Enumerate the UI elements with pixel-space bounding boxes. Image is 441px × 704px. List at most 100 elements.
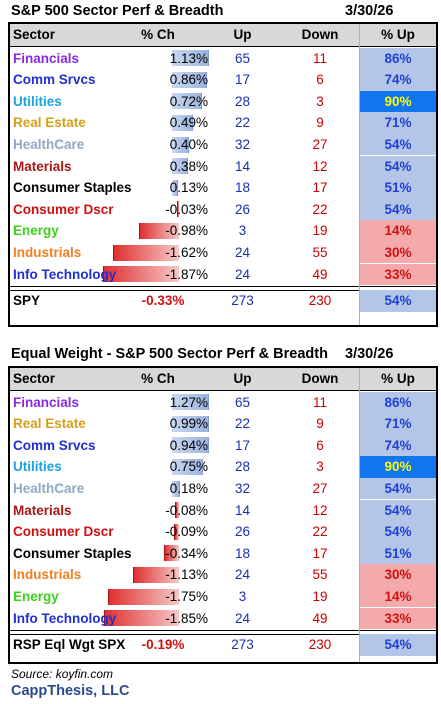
up-count: 24 [234, 266, 251, 282]
table-row: HealthCare 0.18% 32 27 54% [10, 477, 436, 500]
pct-change: -0.33% [141, 293, 185, 309]
down-count: 49 [312, 610, 328, 626]
positive-change-bar [172, 394, 209, 411]
pct-change: 0.72% [169, 93, 208, 109]
positive-change-bar [172, 136, 189, 153]
sector-name: HealthCare [13, 136, 85, 152]
up-count: 3 [238, 223, 247, 239]
pct-up: 51% [384, 545, 412, 561]
pct-change: -0.98% [165, 223, 208, 239]
up-count: 14 [234, 502, 251, 518]
sector-name: Materials [13, 502, 72, 518]
pct-change: -1.62% [165, 244, 208, 260]
pct-up-background [360, 90, 436, 113]
sector-name: Financials [13, 394, 80, 410]
pct-change: -1.75% [165, 588, 208, 604]
brand-name: CappThesis, LLC [11, 683, 130, 699]
table-row: Consumer Dscr -0.09% 26 22 54% [10, 521, 436, 543]
table-row: Consumer Staples 0.13% 18 17 51% [10, 177, 436, 199]
pct-change: -1.85% [165, 610, 208, 626]
up-count: 28 [234, 459, 251, 475]
negative-change-bar [176, 201, 179, 218]
table-row: Utilities 0.75% 28 3 90% [10, 456, 436, 478]
positive-change-bar [172, 50, 209, 67]
summary-row: RSP Eql Wgt SPX -0.19% 273 230 54% [10, 634, 436, 657]
down-count: 55 [312, 567, 328, 583]
table-row: Financials 1.13% 65 11 86% [10, 47, 436, 70]
positive-change-bar [172, 415, 209, 432]
up-count: 26 [234, 201, 251, 217]
sector-name: Real Estate [13, 416, 86, 432]
down-count: 11 [312, 50, 327, 66]
up-count: 32 [234, 136, 251, 152]
negative-change-bar [103, 266, 179, 283]
summary-divider [10, 630, 436, 636]
summary-divider [10, 286, 436, 292]
positive-change-bar [172, 115, 193, 132]
pct-up: 71% [384, 115, 412, 131]
sector-name: Comm Srvcs [13, 437, 96, 453]
table-row: Info Technology -1.85% 24 49 33% [10, 607, 436, 630]
up-count: 24 [234, 567, 251, 583]
pct-up: 54% [384, 136, 412, 152]
pct-up: 86% [384, 50, 412, 66]
sector-name: Industrials [13, 244, 82, 260]
pct-up: 33% [384, 610, 412, 626]
positive-change-bar [172, 93, 202, 110]
down-count: 11 [312, 394, 327, 410]
table-2-date: 3/30/26 [345, 346, 394, 362]
pct-up: 90% [384, 459, 412, 475]
pct-up: 14% [384, 223, 412, 239]
negative-change-bar [174, 502, 179, 519]
positive-change-bar [172, 71, 208, 88]
pct-up-background [360, 69, 436, 91]
sector-name: RSP Eql Wgt SPX [13, 637, 126, 653]
pct-up-background [360, 263, 436, 286]
sector-table-2: Sector % Ch Up Down % Up Financials 1.27% 65 11 8… [8, 366, 438, 664]
pct-up: 30% [384, 567, 412, 583]
table-header: Sector % Ch Up Down % Up [10, 368, 436, 391]
summary-row: SPY -0.33% 273 230 54% [10, 290, 436, 313]
pct-up: 51% [384, 180, 412, 196]
pct-up-background [360, 112, 436, 134]
negative-change-bar [104, 610, 179, 627]
positive-change-bar [172, 179, 179, 196]
pct-up: 54% [384, 201, 412, 217]
up-count: 22 [234, 416, 251, 432]
pct-up-background [360, 220, 436, 242]
pct-up-background [360, 585, 436, 608]
pct-up-background [360, 47, 436, 70]
sector-name: Info Technology [13, 610, 117, 626]
pct-up-background [360, 290, 436, 313]
sector-name: SPY [13, 293, 41, 309]
table-row: HealthCare 0.40% 32 27 54% [10, 133, 436, 156]
pct-change: -0.19% [141, 637, 185, 653]
pct-up: 90% [384, 93, 412, 109]
pct-up-background [360, 133, 436, 156]
negative-change-bar [132, 567, 179, 584]
pct-up-background [360, 607, 436, 630]
pct-change: 0.38% [169, 158, 208, 174]
pct-change: 0.18% [169, 480, 208, 496]
sector-name: Comm Srvcs [13, 72, 96, 88]
negative-change-bar [113, 244, 179, 261]
down-count: 22 [312, 524, 328, 540]
sector-name: HealthCare [13, 480, 85, 496]
up-count: 17 [234, 437, 251, 453]
up-count: 3 [238, 588, 247, 604]
pct-up-background [360, 499, 436, 522]
sector-table-1: Sector % Ch Up Down % Up Financials 1.13% 65 11 8… [8, 22, 438, 327]
down-count: 6 [316, 437, 324, 453]
pct-up-background [360, 434, 436, 457]
down-count: 55 [312, 244, 328, 260]
table-row: Real Estate 0.49% 22 9 71% [10, 112, 436, 134]
up-count: 32 [234, 480, 251, 496]
column-divider [359, 368, 360, 662]
table-row: Financials 1.27% 65 11 86% [10, 391, 436, 414]
pct-up-background [360, 634, 436, 657]
table-row: Comm Srvcs 0.86% 17 6 74% [10, 69, 436, 91]
down-count: 6 [316, 72, 324, 88]
pct-change: 0.13% [169, 180, 208, 196]
sector-name: Utilities [13, 459, 62, 475]
pct-up: 30% [384, 244, 412, 260]
